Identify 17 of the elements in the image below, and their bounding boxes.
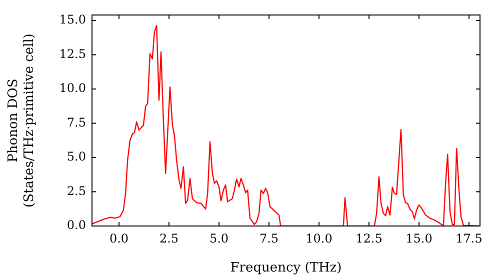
y-tick-label: 10.0	[59, 81, 86, 96]
y-tick-label: 15.0	[59, 12, 86, 27]
y-axis-title: Phonon DOS (States/THz·primitive cell)	[6, 33, 37, 208]
x-tick-label: 2.5	[159, 231, 179, 246]
x-axis-title: Frequency (THz)	[230, 260, 342, 276]
y-tick-label: 2.5	[66, 184, 86, 198]
y-tick-label: 12.5	[59, 46, 86, 61]
y-tick-label: 0.0	[66, 218, 86, 232]
x-tick-label: 17.5	[456, 231, 482, 246]
x-tick-label: 12.5	[356, 231, 382, 246]
y-tick-label: 5.0	[66, 150, 86, 164]
x-tick-label: 5.0	[209, 231, 229, 246]
y-tick-label: 7.5	[66, 115, 86, 130]
x-tick-label: 10.0	[306, 231, 332, 246]
x-tick-label: 0.0	[109, 231, 129, 246]
x-tick-label: 7.5	[259, 231, 279, 246]
x-tick-label: 15.0	[406, 231, 432, 246]
